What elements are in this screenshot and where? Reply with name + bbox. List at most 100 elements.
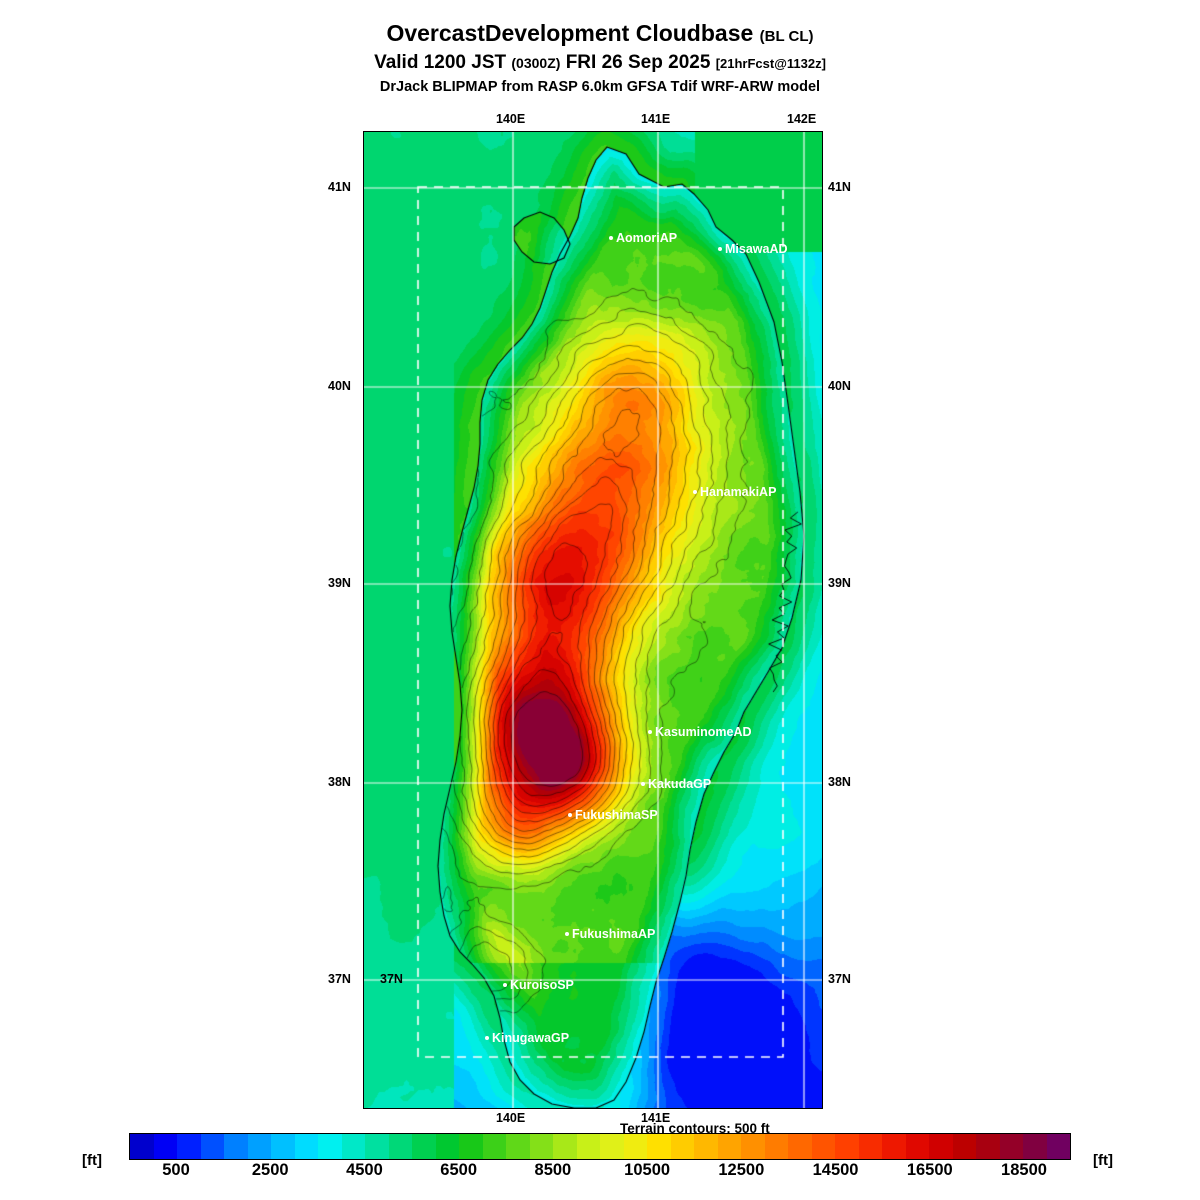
terrain-contour-note: Terrain contours: 500 ft: [620, 1121, 770, 1136]
colorbar-swatch: [553, 1134, 577, 1159]
forecast-note: [21hrFcst@1132z]: [715, 56, 826, 71]
colorbar-swatch: [459, 1134, 483, 1159]
lat-label-right: 41N: [828, 180, 851, 194]
colorbar-swatch: [435, 1134, 459, 1159]
station-dot-icon: [693, 489, 697, 494]
colorbar-swatch: [365, 1134, 389, 1159]
station-dot-icon: [718, 246, 722, 251]
colorbar-swatch: [1046, 1134, 1070, 1159]
valid-date: FRI 26 Sep 2025: [565, 52, 711, 73]
colorbar-tick: 10500: [624, 1161, 671, 1179]
colorbar-swatch: [130, 1134, 154, 1159]
title-main-text: OvercastDevelopment Cloudbase: [386, 20, 754, 46]
station-label: KuroisoSP: [510, 978, 574, 992]
colorbar-swatch: [694, 1134, 718, 1159]
colorbar-tick: 18500: [1001, 1161, 1047, 1179]
lon-label-bottom: 140E: [496, 1111, 526, 1125]
page-title: OvercastDevelopment Cloudbase (BL CL): [0, 20, 1200, 47]
title-block: OvercastDevelopment Cloudbase (BL CL) Va…: [0, 0, 1200, 95]
station-label: KinugawaGP: [492, 1031, 570, 1045]
lat-label-inmap: 37N: [380, 972, 403, 986]
station-label: FukushimaSP: [575, 808, 658, 822]
station-marker: KinugawaGP: [485, 1031, 569, 1045]
colorbar: [129, 1133, 1071, 1160]
station-marker: AomoriAP: [609, 231, 677, 245]
lat-label-right: 37N: [828, 972, 851, 986]
valid-time-line: Valid 1200 JST (0300Z) FRI 26 Sep 2025 […: [0, 52, 1200, 74]
colorbar-swatch: [717, 1134, 741, 1159]
station-marker: MisawaAD: [718, 242, 788, 256]
colorbar-swatch: [976, 1134, 1000, 1159]
station-label: MisawaAD: [725, 242, 788, 256]
colorbar-swatch: [224, 1134, 248, 1159]
colorbar-swatch: [647, 1134, 671, 1159]
colorbar-swatch: [882, 1134, 906, 1159]
colorbar-tick: 6500: [440, 1161, 478, 1179]
colorbar-tick: 2500: [251, 1161, 289, 1179]
colorbar-swatch: [341, 1134, 365, 1159]
colorbar-unit-right: [ft]: [1093, 1152, 1113, 1169]
colorbar-swatch: [412, 1134, 436, 1159]
station-label: HanamakiAP: [700, 485, 777, 499]
colorbar-swatch: [247, 1134, 271, 1159]
valid-utc: (0300Z): [511, 55, 561, 71]
lat-label-left: 39N: [328, 576, 351, 590]
station-marker: FukushimaAP: [565, 927, 655, 941]
station-dot-icon: [485, 1035, 489, 1040]
station-label: AomoriAP: [616, 231, 678, 245]
station-dot-icon: [641, 781, 645, 786]
station-dot-icon: [565, 931, 569, 936]
colorbar-swatch: [318, 1134, 342, 1159]
colorbar-swatch: [529, 1134, 553, 1159]
station-marker: KakudaGP: [641, 777, 711, 791]
title-main-suffix: (BL CL): [759, 28, 814, 45]
station-marker: FukushimaSP: [568, 808, 658, 822]
station-label: KakudaGP: [648, 777, 712, 791]
station-dot-icon: [503, 982, 507, 987]
lat-label-left: 37N: [328, 972, 351, 986]
colorbar-swatch: [835, 1134, 859, 1159]
colorbar-swatch: [764, 1134, 788, 1159]
colorbar-swatch: [858, 1134, 882, 1159]
colorbar-tick: 500: [162, 1161, 190, 1179]
colorbar-swatch: [929, 1134, 953, 1159]
lat-label-right: 39N: [828, 576, 851, 590]
colorbar-swatch: [153, 1134, 177, 1159]
lon-label-bottom: 141E: [641, 1111, 671, 1125]
station-marker: KuroisoSP: [503, 978, 574, 992]
lat-label-left: 41N: [328, 180, 351, 194]
colorbar-swatch: [506, 1134, 530, 1159]
station-label: FukushimaAP: [572, 927, 656, 941]
colorbar-swatch: [741, 1134, 765, 1159]
lat-label-right: 40N: [828, 379, 851, 393]
colorbar-swatch: [623, 1134, 647, 1159]
colorbar-wrap: [129, 1133, 1071, 1160]
map-raster: [364, 132, 822, 1108]
colorbar-swatch: [294, 1134, 318, 1159]
colorbar-swatch: [482, 1134, 506, 1159]
station-dot-icon: [609, 235, 613, 240]
colorbar-unit-left: [ft]: [82, 1152, 102, 1169]
model-line: DrJack BLIPMAP from RASP 6.0km GFSA Tdif…: [379, 79, 821, 95]
lon-label-top: 141E: [641, 112, 671, 126]
station-marker: HanamakiAP: [693, 485, 776, 499]
lat-label-left: 38N: [328, 775, 351, 789]
station-dot-icon: [568, 812, 572, 817]
valid-prefix: Valid 1200 JST: [374, 52, 507, 73]
lon-label-top: 140E: [496, 112, 526, 126]
colorbar-swatch: [271, 1134, 295, 1159]
colorbar-swatch: [811, 1134, 835, 1159]
colorbar-swatch: [576, 1134, 600, 1159]
colorbar-tick: 16500: [906, 1161, 953, 1179]
colorbar-tick: 12500: [718, 1161, 765, 1179]
lat-label-left: 40N: [328, 379, 351, 393]
colorbar-swatch: [388, 1134, 412, 1159]
station-marker: KasuminomeAD: [648, 725, 752, 739]
map-panel[interactable]: [363, 131, 823, 1109]
colorbar-tick: 14500: [812, 1161, 859, 1179]
colorbar-tick-labels: 500 2500 4500 6500 8500 10500 12500 14500 16500 1…: [129, 1161, 1071, 1183]
colorbar-swatch: [177, 1134, 201, 1159]
colorbar-swatch: [905, 1134, 929, 1159]
colorbar-swatch: [999, 1134, 1023, 1159]
station-dot-icon: [648, 729, 652, 734]
